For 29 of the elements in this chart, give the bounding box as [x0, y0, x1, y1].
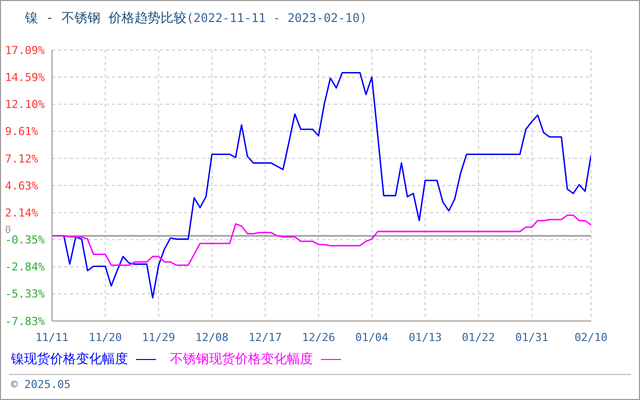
y-tick-label: 14.59% [5, 71, 46, 84]
x-tick-label: 01/04 [355, 330, 389, 344]
y-tick-label: 4.63% [5, 179, 38, 192]
x-tick-label: 12/26 [302, 330, 336, 344]
y-tick-label: -5.33% [5, 288, 46, 301]
x-tick-label: 11/11 [35, 330, 69, 344]
x-tick-label: 11/20 [88, 330, 122, 344]
x-tick-label: 01/22 [462, 330, 496, 344]
legend-label: 不锈钢现货价格变化幅度 [170, 351, 313, 368]
y-tick-label: 7.12% [5, 152, 38, 166]
x-tick-label: 12/08 [195, 330, 228, 344]
y-tick-label: 2.14% [5, 206, 38, 220]
x-tick-label: 01/31 [515, 330, 548, 344]
y-tick-label: 9.61% [5, 125, 38, 138]
y-tick-label: 17.09% [5, 44, 46, 57]
chart-subtitle: (2022-11-11 - 2023-02-10) [186, 11, 367, 25]
legend-label: 镍现货价格变化幅度 [11, 351, 128, 368]
x-tick-label: 11/29 [142, 330, 176, 344]
chart-title: 镍 - 不锈钢 价格趋势比较 [25, 11, 186, 26]
x-tick-label: 12/17 [248, 330, 282, 344]
y-tick-label: -0.35% [5, 234, 46, 247]
x-tick-label: 01/13 [408, 330, 442, 344]
x-tick-label: 02/10 [574, 330, 608, 344]
text: © 2025.05 [11, 378, 71, 391]
ref-line-label: 0 [5, 224, 12, 236]
line-series [52, 214, 591, 266]
y-tick-label: -2.84% [5, 260, 46, 274]
y-tick-label: 12.10% [5, 98, 46, 112]
y-tick-label: -7.83% [5, 314, 46, 328]
